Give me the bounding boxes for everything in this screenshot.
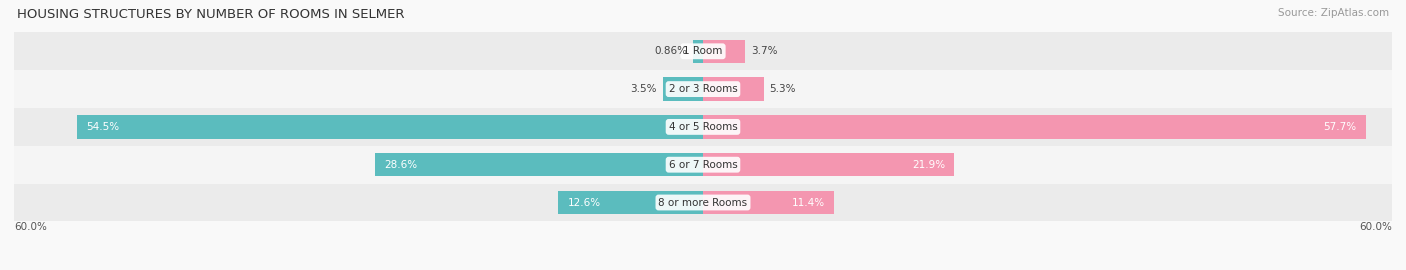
Bar	[662, 77, 703, 101]
Text: 8 or more Rooms: 8 or more Rooms	[658, 197, 748, 208]
Text: 57.7%: 57.7%	[1323, 122, 1357, 132]
Text: 4 or 5 Rooms: 4 or 5 Rooms	[669, 122, 737, 132]
Text: 28.6%: 28.6%	[384, 160, 418, 170]
Text: Source: ZipAtlas.com: Source: ZipAtlas.com	[1278, 8, 1389, 18]
Text: 60.0%: 60.0%	[1360, 222, 1392, 232]
Text: 1 Room: 1 Room	[683, 46, 723, 56]
Bar	[703, 115, 1365, 139]
Text: 54.5%: 54.5%	[86, 122, 120, 132]
Text: 3.5%: 3.5%	[630, 84, 657, 94]
Bar	[703, 40, 745, 63]
Text: 3.7%: 3.7%	[751, 46, 778, 56]
Bar	[14, 146, 1392, 184]
Bar	[558, 191, 703, 214]
Bar	[14, 184, 1392, 221]
Bar	[14, 32, 1392, 70]
Text: 60.0%: 60.0%	[14, 222, 46, 232]
Bar	[703, 77, 763, 101]
Bar	[693, 40, 703, 63]
Bar	[374, 153, 703, 176]
Text: 5.3%: 5.3%	[769, 84, 796, 94]
Text: 6 or 7 Rooms: 6 or 7 Rooms	[669, 160, 737, 170]
Text: 2 or 3 Rooms: 2 or 3 Rooms	[669, 84, 737, 94]
Text: HOUSING STRUCTURES BY NUMBER OF ROOMS IN SELMER: HOUSING STRUCTURES BY NUMBER OF ROOMS IN…	[17, 8, 405, 21]
Bar	[14, 108, 1392, 146]
Bar	[703, 153, 955, 176]
Text: 12.6%: 12.6%	[568, 197, 600, 208]
Bar	[14, 70, 1392, 108]
Bar	[77, 115, 703, 139]
Bar	[703, 191, 834, 214]
Text: 11.4%: 11.4%	[792, 197, 825, 208]
Text: 21.9%: 21.9%	[912, 160, 945, 170]
Text: 0.86%: 0.86%	[654, 46, 688, 56]
